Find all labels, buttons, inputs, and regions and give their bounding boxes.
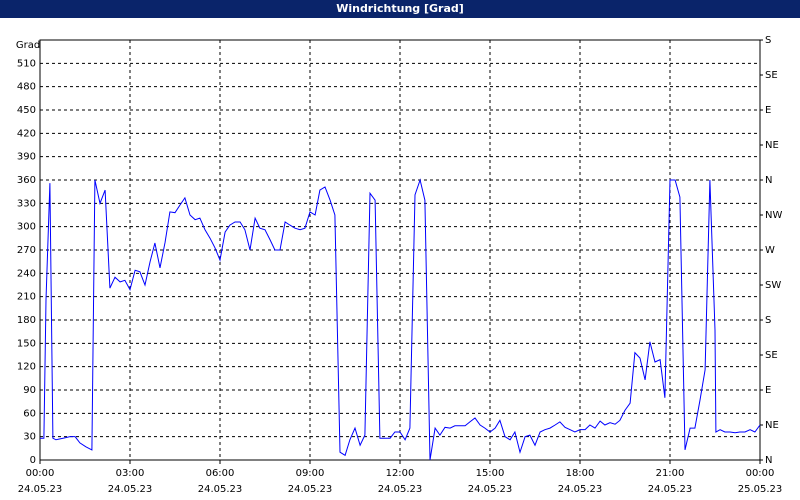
y-tick-label: 510 (17, 58, 36, 69)
y-tick-label: 60 (23, 408, 36, 419)
x-tick-label: 21:00 (656, 468, 685, 479)
y-tick-label: 480 (17, 82, 36, 93)
y-tick-label: 0 (30, 455, 36, 466)
x-tick-date: 25.05.23 (738, 484, 783, 495)
x-tick-label: 18:00 (566, 468, 595, 479)
y-tick-label: 420 (17, 128, 36, 139)
x-tick-label: 06:00 (206, 468, 235, 479)
x-tick-date: 24.05.23 (558, 484, 603, 495)
y2-tick-label: N (765, 175, 772, 186)
x-tick-date: 24.05.23 (288, 484, 333, 495)
title-bar (0, 0, 800, 18)
y-tick-label: 390 (17, 152, 36, 163)
y2-tick-label: SW (765, 280, 781, 291)
y-tick-label: 30 (23, 432, 36, 443)
y-tick-label: 210 (17, 292, 36, 303)
x-tick-date: 24.05.23 (18, 484, 63, 495)
x-tick-date: 24.05.23 (648, 484, 693, 495)
y2-tick-label: SE (765, 70, 778, 81)
y-tick-label: 300 (17, 222, 36, 233)
x-tick-label: 12:00 (386, 468, 415, 479)
x-tick-label: 00:00 (26, 468, 55, 479)
y-tick-label: 240 (17, 268, 36, 279)
y-tick-label: 90 (23, 385, 36, 396)
x-tick-label: 03:00 (116, 468, 145, 479)
y2-tick-label: NW (765, 210, 782, 221)
data-line (40, 178, 761, 461)
y-axis-label: Grad (16, 40, 40, 51)
y-tick-label: 360 (17, 175, 36, 186)
y-tick-label: 180 (17, 315, 36, 326)
chart-title: Windrichtung [Grad] (336, 2, 464, 15)
y2-tick-label: E (765, 385, 771, 396)
y-tick-label: 270 (17, 245, 36, 256)
x-tick-date: 24.05.23 (198, 484, 243, 495)
x-tick-date: 24.05.23 (468, 484, 513, 495)
y2-tick-label: E (765, 105, 771, 116)
y2-tick-label: NE (765, 420, 779, 431)
x-tick-label: 09:00 (296, 468, 325, 479)
y-tick-label: 450 (17, 105, 36, 116)
x-tick-date: 24.05.23 (108, 484, 153, 495)
y2-tick-label: S (765, 315, 771, 326)
y2-tick-label: N (765, 455, 772, 466)
x-tick-label: 00:00 (746, 468, 775, 479)
plot-frame (39, 39, 761, 461)
x-tick-label: 15:00 (476, 468, 505, 479)
y2-tick-label: SE (765, 350, 778, 361)
y2-tick-label: NE (765, 140, 779, 151)
y-tick-label: 330 (17, 198, 36, 209)
y-tick-label: 150 (17, 338, 36, 349)
y2-tick-label: W (765, 245, 775, 256)
x-tick-date: 24.05.23 (378, 484, 423, 495)
y-tick-label: 120 (17, 362, 36, 373)
y2-tick-label: S (765, 35, 771, 46)
